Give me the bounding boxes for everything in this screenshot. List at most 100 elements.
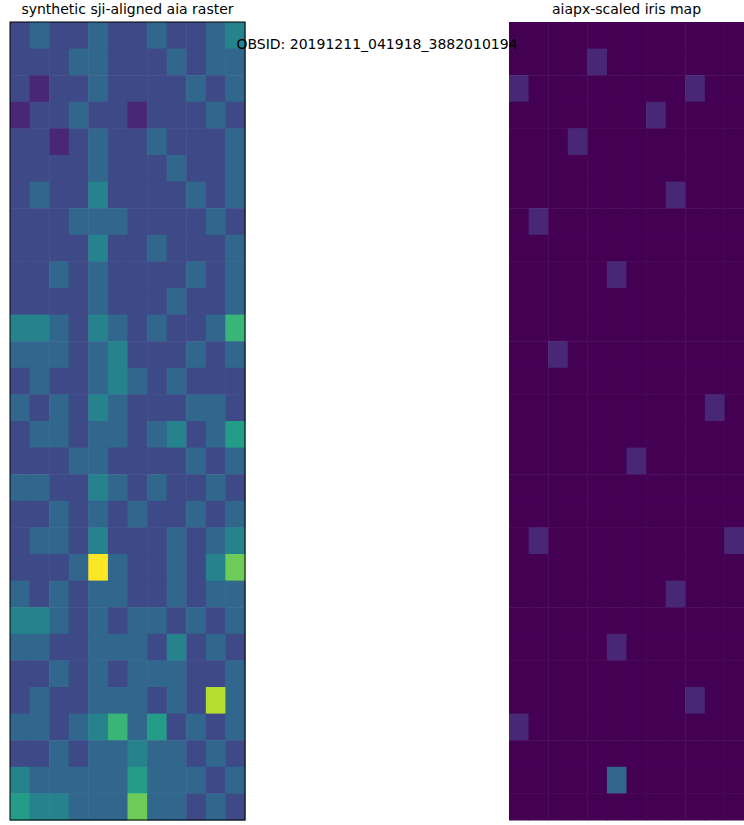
cell — [587, 315, 607, 342]
cell — [186, 501, 206, 528]
cell — [108, 22, 128, 49]
cell — [724, 448, 744, 475]
cell — [147, 448, 167, 475]
cell — [128, 22, 148, 49]
cell — [167, 448, 187, 475]
cell — [49, 421, 69, 448]
cell — [548, 714, 568, 741]
cell — [685, 660, 705, 687]
cell — [607, 368, 627, 395]
cell — [685, 634, 705, 661]
panel-title: synthetic sji-aligned aia raster — [21, 1, 233, 17]
cell — [529, 208, 549, 235]
cell — [88, 208, 108, 235]
cell — [108, 261, 128, 288]
cell — [225, 767, 245, 794]
cell — [69, 714, 89, 741]
cell — [108, 687, 128, 714]
cell — [666, 793, 686, 820]
cell — [88, 261, 108, 288]
cell — [225, 714, 245, 741]
cell — [646, 368, 666, 395]
cell — [509, 740, 529, 767]
cell — [568, 288, 588, 315]
cell — [88, 793, 108, 820]
cell — [724, 421, 744, 448]
cell — [206, 793, 226, 820]
cell — [49, 261, 69, 288]
cell — [225, 581, 245, 608]
cell — [186, 634, 206, 661]
cell — [587, 767, 607, 794]
cell — [548, 155, 568, 182]
cell — [705, 474, 725, 501]
cell — [88, 341, 108, 368]
cell — [69, 128, 89, 155]
cell — [10, 581, 30, 608]
cell — [587, 75, 607, 102]
cell — [10, 75, 30, 102]
cell — [186, 554, 206, 581]
cell — [529, 288, 549, 315]
cell — [128, 75, 148, 102]
cell — [646, 75, 666, 102]
cell — [646, 102, 666, 129]
cell — [627, 288, 647, 315]
cell — [627, 740, 647, 767]
cell — [509, 527, 529, 554]
cell — [509, 182, 529, 209]
cell — [128, 421, 148, 448]
cell — [646, 288, 666, 315]
cell — [627, 448, 647, 475]
cell — [167, 22, 187, 49]
cell — [186, 75, 206, 102]
cell — [705, 634, 725, 661]
cell — [607, 634, 627, 661]
cell — [587, 714, 607, 741]
cell — [186, 182, 206, 209]
cell — [548, 288, 568, 315]
cell — [69, 394, 89, 421]
cell — [509, 288, 529, 315]
cell — [666, 102, 686, 129]
cell — [568, 341, 588, 368]
cell — [206, 235, 226, 262]
cell — [627, 261, 647, 288]
cell — [69, 660, 89, 687]
cell — [705, 235, 725, 262]
cell — [186, 421, 206, 448]
cell — [627, 368, 647, 395]
cell — [548, 49, 568, 76]
cell — [10, 793, 30, 820]
cell — [646, 687, 666, 714]
cell — [206, 554, 226, 581]
cell — [529, 22, 549, 49]
cell — [225, 155, 245, 182]
cell — [128, 49, 148, 76]
suptitle: OBSID: 20191211_041918_3882010194 — [236, 36, 517, 52]
cell — [685, 394, 705, 421]
cell — [49, 49, 69, 76]
cell — [147, 49, 167, 76]
cell — [88, 554, 108, 581]
cell — [724, 75, 744, 102]
cell — [587, 182, 607, 209]
cell — [10, 501, 30, 528]
cell — [646, 22, 666, 49]
cell — [509, 128, 529, 155]
cell — [509, 581, 529, 608]
cell — [167, 793, 187, 820]
cell — [509, 155, 529, 182]
cell — [225, 315, 245, 342]
cell — [705, 315, 725, 342]
cell — [108, 714, 128, 741]
cell — [108, 315, 128, 342]
cell — [627, 235, 647, 262]
cell — [646, 341, 666, 368]
cell — [30, 288, 50, 315]
cell — [607, 261, 627, 288]
cell — [646, 501, 666, 528]
cell — [607, 554, 627, 581]
cell — [108, 501, 128, 528]
cell — [167, 315, 187, 342]
